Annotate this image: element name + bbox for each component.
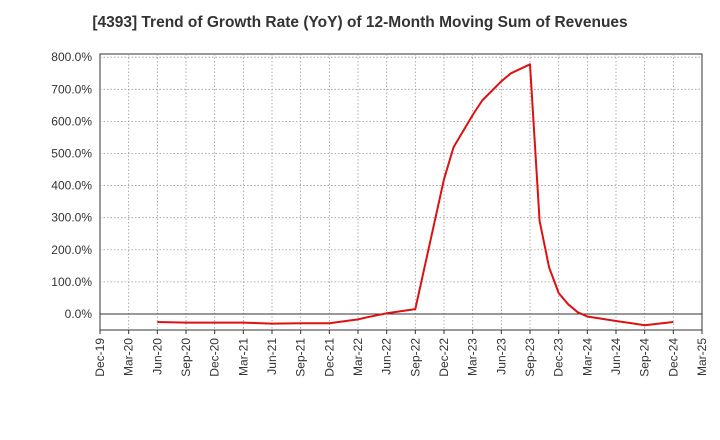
chart-title: [4393] Trend of Growth Rate (YoY) of 12-… — [92, 14, 628, 31]
x-tick-label: Mar-20 — [122, 338, 136, 376]
plot-area — [99, 53, 703, 331]
y-axis: 0.0% 100.0% 200.0% 300.0% 400.0% 500.0% 600.0%… — [51, 50, 92, 321]
x-tick-label: Dec-20 — [208, 338, 222, 377]
y-tick-label: 800.0% — [51, 50, 92, 64]
y-tick-label: 300.0% — [51, 211, 92, 225]
grid — [100, 54, 702, 330]
y-tick-label: 500.0% — [51, 146, 92, 160]
x-tick-label: Dec-23 — [552, 338, 566, 377]
x-tick-label: Dec-22 — [437, 338, 451, 377]
x-tick-label: Dec-19 — [93, 338, 107, 377]
y-tick-label: 400.0% — [51, 179, 92, 193]
x-tick-label: Jun-23 — [494, 338, 508, 375]
x-tick-label: Mar-22 — [351, 338, 365, 376]
x-tick-label: Mar-25 — [695, 338, 709, 376]
x-tick-label: Sep-22 — [408, 338, 422, 377]
x-tick-label: Jun-20 — [150, 338, 164, 375]
series — [157, 63, 674, 327]
y-tick-label: 100.0% — [51, 275, 92, 289]
x-tick-label: Mar-24 — [580, 338, 594, 376]
y-tick-label: 0.0% — [65, 307, 93, 321]
y-tick-label: 600.0% — [51, 114, 92, 128]
x-tick-label: Jun-24 — [609, 338, 623, 375]
x-tick-label: Mar-21 — [236, 338, 250, 376]
x-tick-label: Dec-21 — [322, 338, 336, 377]
y-tick-label: 200.0% — [51, 243, 92, 257]
growth-rate-line — [157, 63, 674, 327]
x-tick-label: Sep-21 — [294, 338, 308, 377]
x-axis: Dec-19 Mar-20 Jun-20 Sep-20 Dec-20 Mar-21 Jun-… — [93, 330, 709, 377]
x-tick-label: Mar-23 — [466, 338, 480, 376]
x-tick-label: Sep-23 — [523, 338, 537, 377]
x-tick-label: Dec-24 — [666, 338, 680, 377]
x-tick-label: Jun-21 — [265, 338, 279, 375]
x-tick-label: Sep-20 — [179, 338, 193, 377]
x-tick-label: Sep-24 — [638, 338, 652, 377]
x-tick-label: Jun-22 — [380, 338, 394, 375]
y-tick-label: 700.0% — [51, 82, 92, 96]
